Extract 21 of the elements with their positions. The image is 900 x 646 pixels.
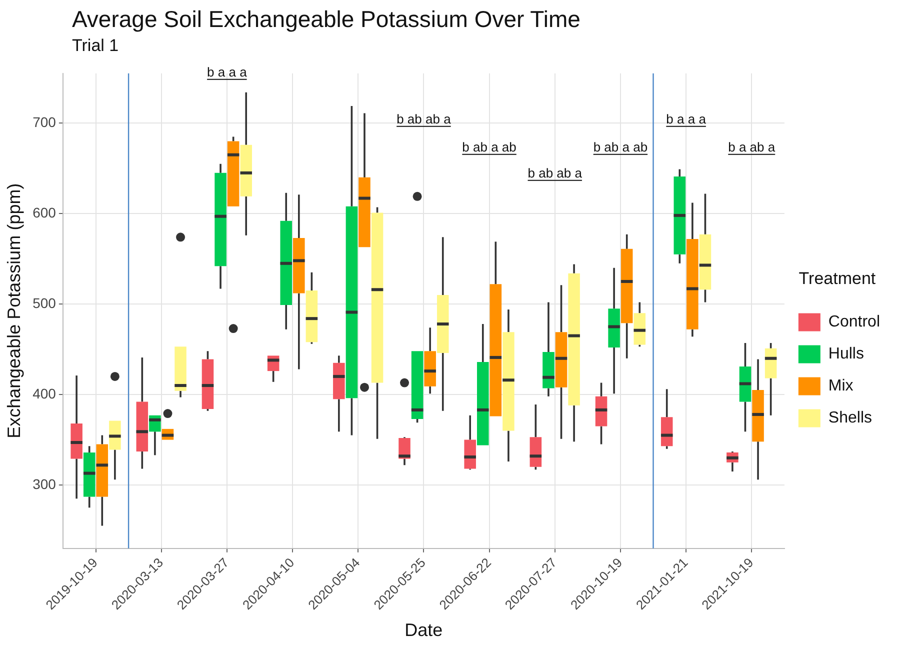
y-tick-label: 700	[32, 114, 56, 130]
annotation: b ab a ab	[462, 139, 516, 154]
chart-subtitle: Trial 1	[72, 36, 119, 56]
legend-label: Hulls	[828, 346, 864, 363]
legend-label: Mix	[828, 378, 854, 395]
annotation: b ab ab a	[528, 165, 583, 180]
y-tick-label: 500	[32, 294, 56, 311]
legend-title: Treatment	[798, 268, 876, 288]
legend-label: Control	[828, 314, 880, 331]
annotation: b a a a	[207, 64, 248, 80]
y-tick-label: 600	[32, 204, 56, 220]
y-axis-title: Exchangeable Potassium (ppm)	[4, 183, 24, 438]
x-axis-title: Date	[404, 620, 443, 640]
legend-label: Shells	[828, 410, 872, 427]
y-tick-label: 300	[32, 476, 56, 492]
annotation: b a a a	[666, 111, 707, 126]
annotation: b ab ab a	[396, 111, 452, 126]
chart-title: Average Soil Exchangeable Potassium Over Time	[72, 6, 580, 33]
annotation: b ab a ab	[593, 139, 648, 154]
annotation: b a ab a	[728, 139, 776, 154]
y-tick-label: 400	[32, 385, 56, 402]
